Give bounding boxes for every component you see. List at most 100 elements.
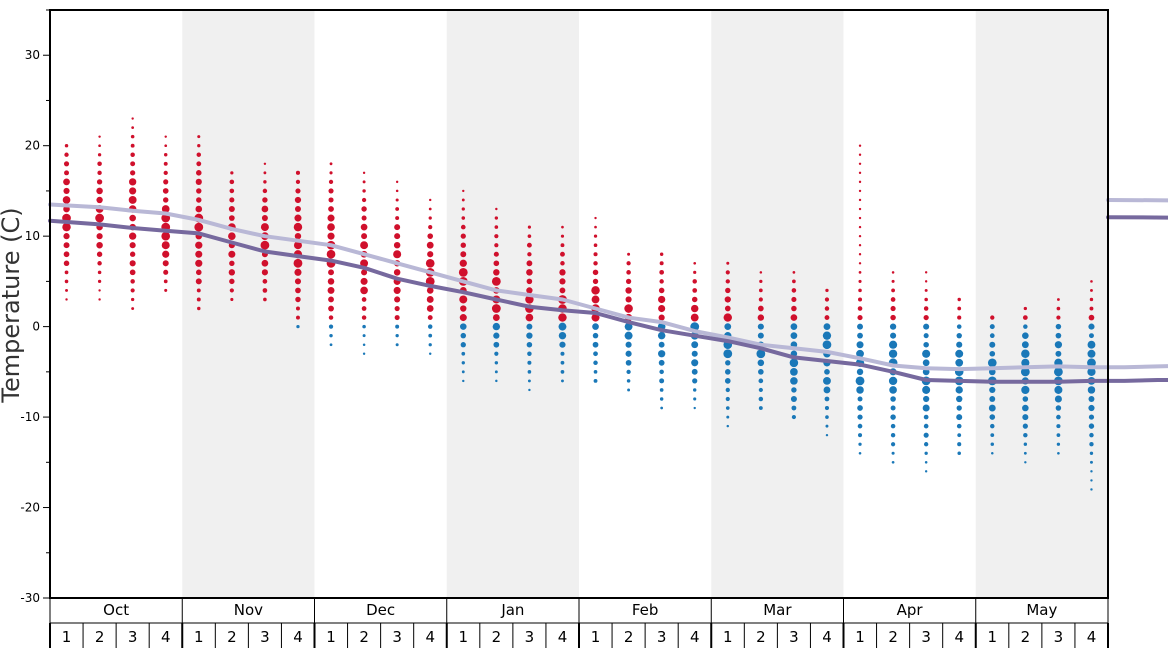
temperature-dot [1056,414,1061,420]
temperature-dot [1020,367,1030,377]
temperature-dot [593,234,598,238]
temperature-dot [362,343,366,346]
temperature-dot [395,180,399,184]
temperature-dot [63,178,70,186]
temperature-dot [328,197,334,203]
temperature-dot [361,215,367,221]
temperature-dot [460,305,467,312]
temperature-dot [1022,396,1029,402]
temperature-dot [362,171,366,175]
temperature-dot [924,280,928,283]
temperature-dot [492,314,500,321]
temperature-dot [891,460,895,464]
temperature-dot [1055,323,1062,330]
temperature-dot [1087,386,1096,394]
temperature-dot [791,415,796,420]
temperature-dot [294,196,302,204]
temperature-dot [660,406,664,410]
temperature-dot [1022,414,1029,421]
temperature-dot [460,332,467,339]
week-label: 2 [756,628,766,646]
temperature-dot [361,306,367,311]
temperature-dot [527,351,532,356]
temperature-dot [593,370,598,374]
temperature-dot [856,386,864,394]
temperature-dot [890,305,896,312]
temperature-dot [263,171,267,175]
temperature-dot [96,233,103,240]
temperature-dot [726,261,730,265]
month-shade-mar [711,10,844,598]
temperature-dot [725,396,730,402]
temperature-dot [491,304,501,313]
week-label: 1 [855,628,865,646]
temperature-dot [427,251,434,258]
temperature-dot [197,144,201,148]
temperature-dot [63,187,70,195]
temperature-dot [559,341,566,348]
temperature-dot [494,216,499,220]
temperature-dot [395,207,400,211]
temperature-dot [64,270,69,275]
temperature-dot [460,251,467,258]
temperature-dot [1090,479,1093,482]
temperature-dot [693,388,697,392]
temperature-dot [627,388,631,392]
temperature-dot [891,288,896,293]
week-label: 4 [425,628,435,646]
temperature-dot [461,216,466,220]
week-label: 3 [657,628,667,646]
month-shade-may [975,10,1108,598]
temperature-dot [494,234,499,239]
temperature-dot [923,395,930,403]
temperature-dot [525,295,534,304]
temperature-dot [129,269,136,276]
temperature-dot [1087,349,1096,358]
temperature-dot [1022,315,1028,320]
temperature-dot [64,170,69,176]
temperature-dot [889,340,898,349]
temperature-dot [625,287,632,294]
temperature-dot [1089,442,1094,447]
temperature-dot [196,288,201,293]
temperature-dot [1055,332,1062,339]
temperature-dot [327,286,335,294]
temperature-dot [63,251,70,258]
temperature-dot [395,343,399,347]
temperature-dot [989,350,996,357]
temperature-dot [460,323,467,330]
temperature-dot [1089,432,1094,438]
temperature-dot [228,232,236,240]
temperature-dot [758,378,764,384]
temperature-dot [725,279,730,284]
temperature-dot [658,359,665,366]
temperature-dot [162,250,170,258]
temperature-dot [758,406,763,410]
temperature-dot [825,415,829,419]
temperature-dot [858,442,862,446]
temperature-dot [229,197,235,203]
temperature-dot [858,279,862,283]
temperature-dot [1088,423,1095,429]
temperature-dot [824,315,830,320]
month-label-mar: Mar [763,601,792,619]
temperature-dot [527,234,532,238]
temperature-dot [659,269,664,275]
week-label: 4 [690,628,700,646]
temperature-dot [1056,315,1061,320]
temperature-dot [130,143,135,148]
temperature-dot [790,367,798,376]
temperature-dot [362,352,366,355]
temperature-dot [129,260,136,267]
y-tick-label: 30 [25,48,40,62]
temperature-dot [1088,323,1095,330]
temperature-dot [1090,280,1093,283]
temperature-dot [791,387,797,393]
temperature-dot [361,233,368,240]
temperature-dot [1088,414,1095,420]
week-label: 1 [459,628,469,646]
temperature-dot [924,271,928,274]
temperature-dot [263,297,267,302]
temperature-dot [131,307,135,310]
temperature-dot [427,233,434,239]
